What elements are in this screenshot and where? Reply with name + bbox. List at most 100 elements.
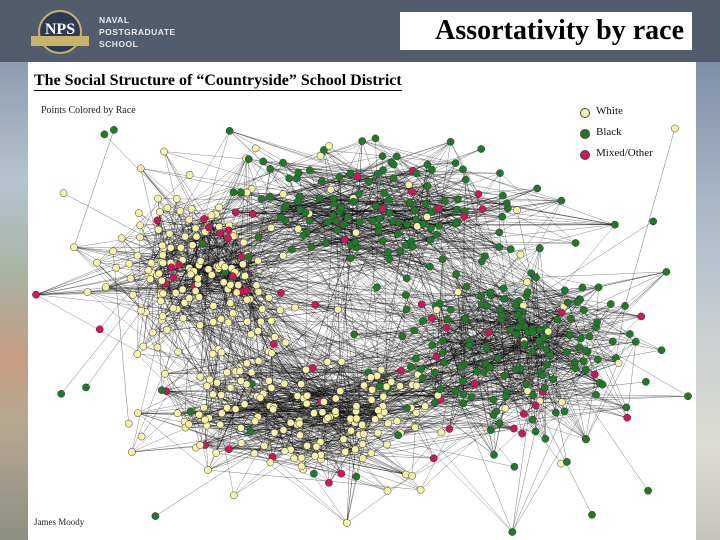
white-student-node	[209, 301, 218, 310]
white-student-node	[323, 358, 332, 366]
tie-edge	[137, 413, 209, 471]
black-student-node	[410, 206, 419, 215]
tie-edge	[131, 159, 249, 453]
black-student-node	[608, 337, 617, 346]
black-student-node	[266, 192, 274, 201]
tie-edge	[585, 350, 600, 383]
black-student-node	[394, 230, 402, 238]
tie-edge	[299, 226, 380, 424]
tie-edge	[131, 379, 210, 453]
black-student-node	[299, 231, 308, 240]
tie-edge	[350, 257, 378, 288]
tie-edge	[309, 155, 383, 171]
white-student-node	[203, 382, 211, 390]
tie-edge	[427, 162, 456, 165]
tie-edge	[255, 148, 380, 227]
tie-edge	[242, 263, 525, 345]
tie-edge	[561, 305, 626, 403]
black-student-node	[459, 399, 468, 408]
mixed-student-node	[471, 379, 479, 388]
black-student-node	[662, 268, 671, 276]
tie-edge	[309, 220, 619, 364]
tie-edge	[397, 232, 500, 235]
black-student-node	[419, 220, 428, 228]
white-student-node	[163, 204, 172, 212]
white-student-node	[421, 402, 429, 411]
black-student-node	[593, 318, 601, 326]
black-student-node	[540, 383, 549, 392]
black-student-node	[649, 217, 658, 226]
black-student-node	[533, 184, 542, 193]
white-student-node	[297, 453, 306, 462]
white-student-node	[360, 381, 368, 390]
black-student-node	[567, 314, 575, 323]
black-student-node	[523, 288, 532, 296]
black-student-node	[346, 254, 355, 262]
black-student-node	[560, 407, 569, 416]
white-student-node	[196, 257, 205, 265]
figure-credit: James Moody	[34, 517, 85, 527]
tie-edge	[444, 200, 631, 335]
black-student-node	[384, 248, 392, 257]
tie-edge	[211, 141, 451, 218]
tie-edge	[499, 172, 576, 244]
tie-edge	[152, 164, 394, 333]
black-student-node	[528, 347, 537, 356]
tie-edge	[161, 349, 219, 391]
white-student-node	[251, 417, 259, 426]
white-student-node	[155, 269, 163, 278]
white-student-node	[217, 391, 226, 399]
white-student-node	[196, 441, 205, 450]
white-student-node	[267, 383, 276, 392]
black-student-node	[644, 486, 652, 495]
mixed-student-node	[428, 313, 436, 322]
tie-edge	[221, 413, 348, 524]
white-student-node	[347, 426, 355, 435]
tie-edge	[320, 401, 356, 452]
white-student-node	[207, 211, 216, 220]
tie-edge	[169, 233, 507, 397]
black-student-node	[494, 354, 502, 363]
black-student-node	[426, 262, 434, 271]
white-student-node	[373, 428, 382, 437]
black-student-node	[500, 295, 509, 303]
tie-edge	[247, 254, 627, 408]
white-student-node	[250, 449, 259, 458]
black-student-node	[506, 326, 515, 334]
tie-edge	[268, 201, 299, 298]
mixed-student-node	[378, 205, 387, 213]
white-student-node	[144, 266, 153, 275]
black-student-node	[410, 326, 419, 335]
black-student-node	[528, 415, 537, 424]
white-student-node	[243, 317, 252, 326]
black-student-node	[329, 194, 338, 203]
tie-edge	[386, 320, 522, 387]
black-student-node	[506, 245, 515, 254]
white-student-node	[544, 327, 553, 336]
tie-edge	[585, 341, 637, 440]
black-student-node	[580, 306, 588, 314]
white-student-node	[295, 419, 304, 428]
tie-edge	[232, 233, 273, 457]
black-student-node	[371, 134, 380, 143]
black-student-node	[459, 390, 468, 399]
tie-edge	[176, 198, 235, 496]
black-student-node	[266, 165, 275, 173]
black-student-node	[467, 393, 476, 401]
white-student-node	[351, 445, 360, 454]
black-student-node	[333, 226, 342, 234]
black-student-node	[352, 472, 361, 481]
logo-line: NAVAL	[99, 15, 130, 25]
tie-edge	[416, 141, 451, 174]
black-student-node	[229, 188, 238, 197]
tie-edge	[155, 424, 298, 517]
svg-text:NPS: NPS	[45, 21, 75, 38]
white-student-node	[237, 424, 245, 432]
white-student-node	[166, 243, 175, 252]
black-student-node	[432, 230, 441, 239]
white-student-node	[412, 408, 421, 417]
white-student-node	[523, 278, 531, 286]
black-student-node	[461, 315, 470, 323]
tie-edge	[227, 247, 357, 290]
tie-edge	[303, 428, 514, 470]
